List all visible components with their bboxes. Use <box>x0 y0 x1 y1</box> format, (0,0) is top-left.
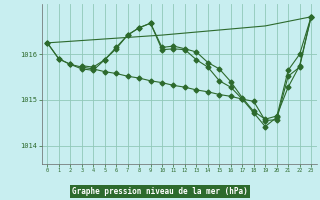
Text: Graphe pression niveau de la mer (hPa): Graphe pression niveau de la mer (hPa) <box>72 187 248 196</box>
